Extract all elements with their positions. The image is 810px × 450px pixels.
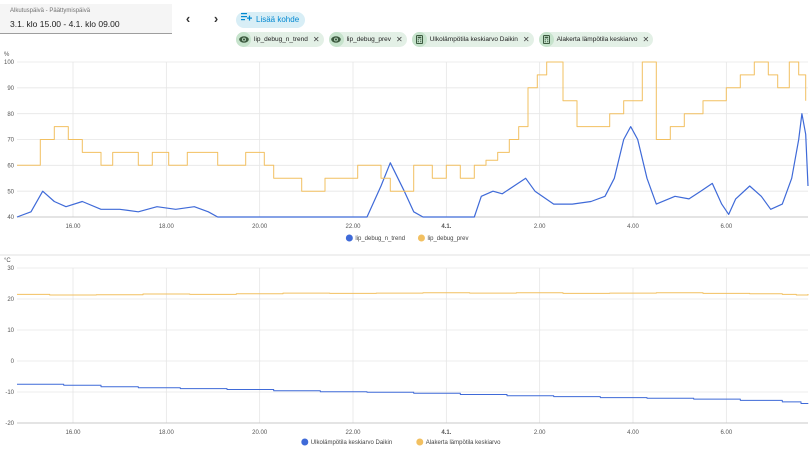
previous-period-button[interactable]: ‹: [185, 11, 191, 26]
legend-label: lip_debug_n_trend: [355, 236, 405, 242]
add-target-icon: [241, 12, 252, 28]
x-tick-label: 4.1.: [441, 224, 451, 230]
chip-label: Alakerta lämpötila keskiarvo: [556, 36, 638, 43]
chip-ulkolampotila[interactable]: Ulkolämpötila keskiarvo Daikin ✕: [411, 32, 534, 47]
add-target-label: Lisää kohde: [256, 15, 300, 24]
y-tick-label: 10: [7, 328, 14, 334]
series-line-ulkol-mp-tila-keskiarvo-daikin: [17, 383, 809, 404]
x-tick-label: 2.00: [534, 430, 546, 436]
chart-1: % 40 50 60 70 80 90 100 16.00 18.00 20.00 22.00 4.1.…: [4, 52, 809, 242]
close-icon[interactable]: ✕: [396, 35, 403, 44]
x-tick-label: 4.00: [627, 224, 639, 230]
x-tick-label: 20.00: [252, 224, 268, 230]
eye-icon: [236, 32, 251, 47]
y-tick-label: 90: [7, 86, 14, 92]
chip-label: lip_debug_n_trend: [254, 36, 308, 43]
add-target-button[interactable]: Lisää kohde: [236, 12, 306, 28]
x-tick-label: 16.00: [65, 430, 81, 436]
legend-marker: [301, 438, 309, 446]
y-tick-label: -10: [5, 390, 14, 396]
x-tick-label: 6.00: [720, 430, 732, 436]
chip-lip-debug-n-trend[interactable]: lip_debug_n_trend ✕: [236, 32, 324, 47]
chart-legend: Ulkolämpötila keskiarvo Daikin Alakerta l…: [301, 438, 501, 446]
chip-label: Ulkolämpötila keskiarvo Daikin: [429, 36, 518, 43]
x-tick-label: 4.1.: [441, 430, 451, 436]
legend-marker: [345, 234, 353, 242]
y-tick-label: 30: [7, 266, 14, 272]
series-line-lip-debug-prev: [17, 61, 807, 192]
y-tick-label: 20: [7, 297, 14, 303]
y-tick-label: 50: [7, 189, 14, 195]
y-axis-unit: %: [4, 52, 10, 58]
calculator-icon: [538, 32, 554, 47]
legend-label: Alakerta lämpötila keskiarvo: [426, 440, 501, 446]
y-tick-label: 40: [7, 215, 14, 221]
y-tick-label: 60: [7, 164, 14, 170]
close-icon[interactable]: ✕: [642, 35, 650, 44]
chip-alakerta[interactable]: Alakerta lämpötila keskiarvo ✕: [538, 32, 654, 47]
calculator-icon: [411, 32, 427, 47]
x-tick-label: 20.00: [252, 430, 268, 436]
legend-marker: [416, 438, 424, 446]
chip-lip-debug-prev[interactable]: lip_debug_prev ✕: [328, 32, 407, 47]
series-line-lip-debug-n-trend: [16, 113, 809, 218]
y-tick-label: 80: [7, 112, 14, 118]
x-tick-label: 22.00: [345, 430, 361, 436]
x-tick-label: 4.00: [627, 430, 639, 436]
legend-marker: [417, 234, 425, 242]
x-tick-label: 18.00: [159, 430, 175, 436]
date-range-label: Alkutuspäivä - Päättymispäivä: [10, 8, 91, 14]
y-tick-label: -20: [5, 421, 14, 427]
date-range-picker[interactable]: Alkutuspäivä - Päättymispäivä 3.1. klo 1…: [0, 4, 172, 34]
x-tick-label: 16.00: [65, 224, 81, 230]
eye-icon: [328, 32, 344, 47]
target-chip-list: lip_debug_n_trend ✕ lip_debug_prev ✕ Ulk…: [236, 32, 654, 47]
legend-label: lip_debug_prev: [427, 236, 468, 242]
y-axis-unit: °C: [4, 258, 11, 264]
chart-2: °C -20 -10 0 10 20 30 16.00 18.00 20.00 22.00 4.1. 2…: [4, 258, 809, 446]
x-tick-label: 18.00: [159, 224, 175, 230]
close-icon[interactable]: ✕: [312, 35, 320, 44]
date-range-value: 3.1. klo 15.00 - 4.1. klo 09.00: [10, 19, 120, 29]
y-tick-label: 0: [11, 359, 15, 365]
y-tick-label: 100: [4, 60, 15, 66]
series-line-alakerta-l-mp-tila-keskiarvo: [17, 292, 809, 296]
close-icon[interactable]: ✕: [522, 35, 530, 44]
y-tick-label: 70: [7, 138, 14, 144]
chart-legend: lip_debug_n_trend lip_debug_prev: [345, 234, 468, 242]
next-period-button[interactable]: ›: [213, 11, 219, 26]
legend-label: Ulkolämpötila keskiarvo Daikin: [311, 440, 392, 446]
x-tick-label: 2.00: [534, 224, 546, 230]
chip-label: lip_debug_prev: [346, 36, 392, 43]
x-tick-label: 22.00: [345, 224, 361, 230]
x-tick-label: 6.00: [720, 224, 732, 230]
